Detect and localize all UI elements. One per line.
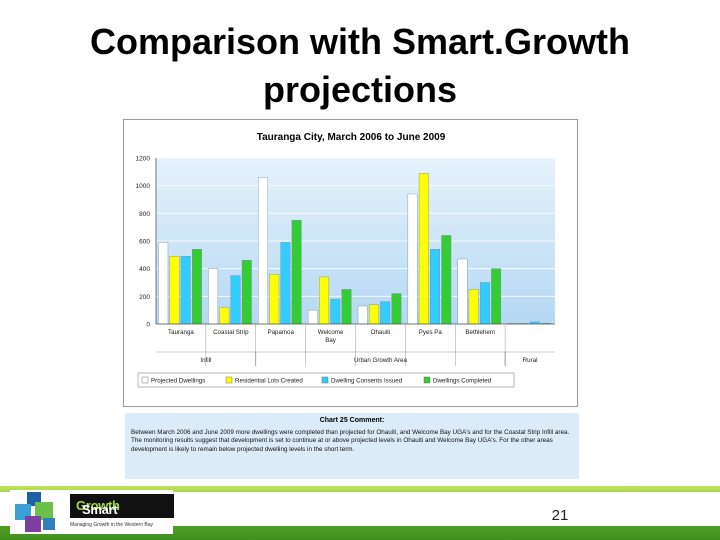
bar-chart: Tauranga City, March 2006 to June 2009 0… <box>136 132 555 388</box>
bar-dwellings-completed <box>291 220 302 325</box>
legend-swatch <box>225 376 233 384</box>
x-tick-label: Coastal Strip <box>213 329 249 336</box>
legend-swatch <box>141 376 149 384</box>
bar-dwelling-consents-issued <box>479 282 490 325</box>
bar-residential-lots-created <box>269 273 280 325</box>
bar-residential-lots-created <box>468 289 479 325</box>
legend-swatch <box>423 376 431 384</box>
logo-word-suffix: Growth <box>76 498 120 513</box>
bar-dwelling-consents-issued <box>430 249 440 325</box>
x-tick-label: Papamoa <box>267 329 294 336</box>
bar-dwelling-consents-issued <box>380 301 391 325</box>
comment-text: Between March 2006 and June 2009 more dw… <box>131 429 570 453</box>
x-tick-label: Welcome <box>318 329 344 336</box>
legend-label: Projected Dwellings <box>151 378 205 385</box>
legend-swatch <box>321 376 329 384</box>
x-tick-label: Ohauiti <box>371 329 391 336</box>
bar-residential-lots-created <box>418 173 429 325</box>
bar-residential-lots-created <box>169 256 180 325</box>
group-label: Infill <box>200 357 211 364</box>
y-tick-label: 1000 <box>136 183 151 190</box>
x-tick-label: Bay <box>325 337 337 344</box>
bar-residential-lots-created <box>319 276 330 325</box>
y-tick-label: 600 <box>139 239 150 246</box>
group-label: Rural <box>523 357 538 364</box>
bar-dwelling-consents-issued <box>330 298 341 325</box>
x-tick-label: Bethlehem <box>465 329 495 336</box>
slide-title: Comparison with Smart.Growth projections <box>0 18 720 114</box>
y-tick-label: 400 <box>139 266 150 273</box>
y-tick-label: 800 <box>139 211 150 218</box>
bar-projected-dwellings <box>457 258 468 325</box>
bar-residential-lots-created <box>369 304 379 325</box>
bar-dwellings-completed <box>341 289 352 325</box>
bar-dwellings-completed <box>441 235 452 325</box>
x-tick-label: Pyes Pa <box>419 329 443 336</box>
bar-projected-dwellings <box>158 242 169 325</box>
bar-dwelling-consents-issued <box>280 242 291 325</box>
bar-projected-dwellings <box>307 309 318 325</box>
bar-dwellings-completed <box>391 293 402 325</box>
bar-projected-dwellings <box>357 305 368 325</box>
bar-dwellings-completed <box>191 249 202 325</box>
bar-projected-dwellings <box>208 268 219 325</box>
bar-dwelling-consents-issued <box>230 275 241 325</box>
chart-comment-box: Chart 25 Comment: Between March 2006 and… <box>125 413 579 479</box>
chart-title: Tauranga City, March 2006 to June 2009 <box>257 132 446 143</box>
y-tick-label: 200 <box>139 294 150 301</box>
logo-cubes-icon <box>15 492 55 532</box>
y-tick-label: 0 <box>146 322 150 329</box>
group-label: Urban Growth Area <box>354 357 408 364</box>
legend-label: Residential Lots Created <box>235 378 303 385</box>
bar-dwellings-completed <box>491 268 502 325</box>
slide-title-line1: Comparison with Smart.Growth <box>89 21 631 62</box>
bar-projected-dwellings <box>258 177 268 325</box>
bar-dwellings-completed <box>241 260 252 325</box>
x-tick-label: Tauranga <box>168 329 194 336</box>
bar-dwelling-consents-issued <box>180 256 191 325</box>
slide-title-line2: projections <box>262 69 458 110</box>
legend-label: Dwellings Completed <box>433 378 492 385</box>
bar-projected-dwellings <box>407 193 418 325</box>
comment-title: Chart 25 Comment: <box>319 417 385 424</box>
logo-wordmark: Smart Growth <box>70 494 174 518</box>
legend-label: Dwelling Consents Issued <box>331 378 403 385</box>
logo-word-prefix: Smart <box>82 502 118 517</box>
page-number: 21 <box>551 507 569 524</box>
bar-residential-lots-created <box>219 307 230 325</box>
smartgrowth-logo: Smart Growth Managing Growth in the Weste… <box>10 490 174 534</box>
chart-frame: Tauranga City, March 2006 to June 2009 0… <box>123 119 578 407</box>
y-tick-label: 1200 <box>136 156 151 163</box>
logo-tagline: Managing Growth in the Western Bay <box>70 522 154 528</box>
